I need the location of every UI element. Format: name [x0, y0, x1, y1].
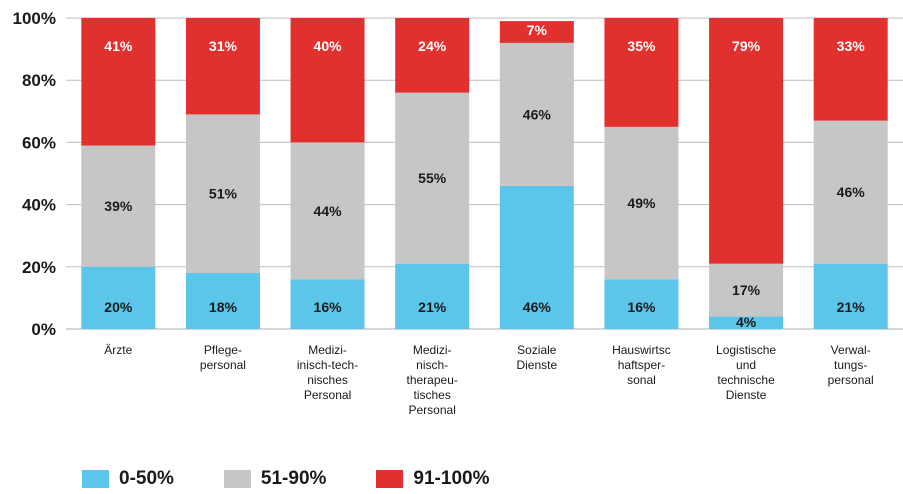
data-label: 46% — [837, 184, 866, 200]
legend-label: 51-90% — [260, 468, 327, 489]
bar-segment — [185, 18, 260, 115]
data-label: 4% — [736, 314, 757, 330]
data-label: 79% — [732, 38, 761, 54]
x-tick-label: Soziale Dienste — [516, 343, 557, 372]
y-tick-label: 100% — [13, 9, 56, 28]
bar-segment — [604, 279, 679, 329]
data-label: 21% — [837, 299, 866, 315]
bar-segment — [185, 273, 260, 329]
data-label: 33% — [837, 38, 866, 54]
legend-swatch — [223, 470, 251, 488]
x-tick-label: Medizi-inisch-tech-nisches Personal — [297, 343, 358, 402]
legend-label: 91-100% — [413, 468, 490, 489]
data-label: 46% — [523, 106, 552, 122]
x-tick-label: Logistische und technische Dienste — [716, 343, 776, 402]
data-label: 51% — [209, 186, 238, 202]
data-label: 21% — [418, 299, 447, 315]
legend-swatch — [376, 470, 404, 488]
bar-segment — [290, 142, 365, 280]
x-tick-label: Ärzte — [104, 343, 132, 357]
data-label: 41% — [104, 38, 133, 54]
data-label: 55% — [418, 170, 447, 186]
legend-label: 0-50% — [119, 468, 174, 489]
x-tick-label: Pflege-personal — [200, 343, 246, 372]
bar-segment — [709, 316, 784, 329]
bar-segment — [290, 18, 365, 143]
data-label: 20% — [104, 299, 133, 315]
data-label: 16% — [627, 299, 656, 315]
bar-segment — [81, 18, 156, 146]
bar-segment — [81, 145, 156, 267]
y-tick-label: 0% — [31, 320, 56, 339]
legend: 0-50% 51-90% 91-100% — [82, 468, 539, 490]
data-label: 18% — [209, 299, 238, 315]
legend-item: 0-50% — [82, 468, 174, 490]
x-tick-label: Verwal-tungs-personal — [828, 343, 874, 387]
bar-segment — [709, 18, 784, 264]
bar-segment — [395, 92, 470, 264]
bar-segment — [81, 266, 156, 329]
bar-segment — [290, 279, 365, 329]
data-label: 17% — [732, 282, 761, 298]
data-label: 44% — [314, 203, 343, 219]
data-label: 39% — [104, 198, 133, 214]
bar-segment — [604, 126, 679, 280]
bar-segment — [709, 263, 784, 317]
y-tick-label: 80% — [22, 71, 56, 90]
bar-segment — [813, 18, 888, 121]
data-label: 24% — [418, 38, 447, 54]
data-label: 49% — [627, 195, 656, 211]
bar-segment — [185, 114, 260, 274]
bar-segment — [499, 185, 574, 329]
data-label: 7% — [527, 22, 548, 38]
legend-item: 51-90% — [223, 468, 327, 490]
x-tick-label: Hauswirtsc haftsper-sonal — [612, 343, 671, 387]
bar-segment — [395, 18, 470, 93]
data-label: 16% — [314, 299, 343, 315]
bar-segment — [813, 263, 888, 329]
legend-item: 91-100% — [376, 468, 489, 490]
data-label: 40% — [314, 38, 343, 54]
bar-segment — [813, 120, 888, 264]
y-tick-label: 20% — [22, 258, 56, 277]
bar-segment — [499, 42, 574, 186]
legend-swatch — [82, 470, 109, 488]
data-label: 46% — [523, 299, 552, 315]
bar-segment — [604, 18, 679, 127]
y-tick-label: 40% — [22, 196, 56, 215]
data-label: 35% — [627, 38, 656, 54]
y-tick-label: 60% — [22, 133, 56, 152]
x-tick-label: Medizi-nisch-therapeu-tisches Personal — [407, 343, 458, 417]
bar-segment — [499, 21, 574, 43]
bar-segment — [395, 263, 470, 329]
data-label: 31% — [209, 38, 238, 54]
